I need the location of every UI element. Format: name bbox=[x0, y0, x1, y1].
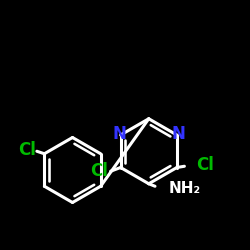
Text: Cl: Cl bbox=[90, 162, 108, 180]
Text: N: N bbox=[112, 125, 126, 143]
Text: NH₂: NH₂ bbox=[169, 181, 201, 196]
Text: N: N bbox=[171, 125, 185, 143]
Text: Cl: Cl bbox=[196, 156, 214, 174]
Text: Cl: Cl bbox=[18, 141, 36, 159]
